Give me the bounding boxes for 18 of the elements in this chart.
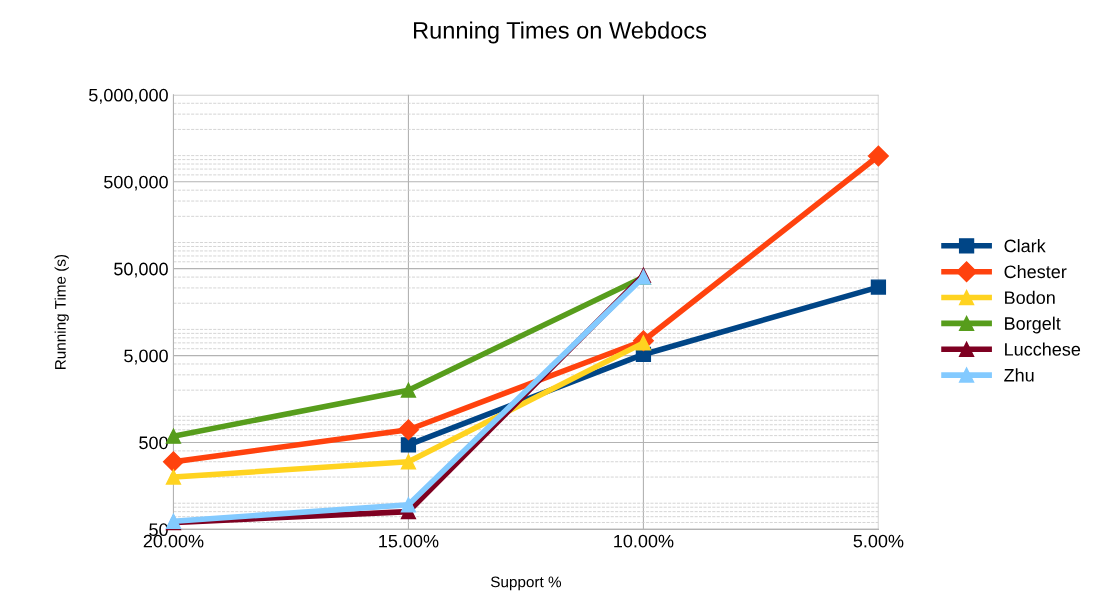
- y-tick-label: 5,000: [124, 349, 168, 365]
- x-tick-label: 20.00%: [143, 534, 204, 548]
- legend-label: Lucchese: [1005, 342, 1081, 356]
- legend-label: Borgelt: [1005, 316, 1061, 334]
- legend-label: Chester: [1004, 264, 1067, 279]
- y-tick-label: 5,000,000: [88, 88, 168, 104]
- x-tick-label: 5.00%: [853, 534, 904, 548]
- y-axis-title: Running Time (s): [54, 254, 69, 370]
- x-tick-label: 10.00%: [614, 534, 674, 548]
- legend-label: Zhu: [1004, 368, 1034, 382]
- legend-label: Bodon: [1005, 290, 1055, 305]
- y-tick-label: 500,000: [104, 175, 168, 191]
- y-tick-label: 500: [139, 436, 168, 450]
- chart-title: Running Times on Webdocs: [414, 21, 707, 44]
- x-tick-label: 15.00%: [379, 534, 439, 548]
- legend-label: Clark: [1004, 239, 1046, 253]
- y-tick-label: 50,000: [114, 262, 168, 278]
- x-axis-title: Support %: [490, 576, 562, 591]
